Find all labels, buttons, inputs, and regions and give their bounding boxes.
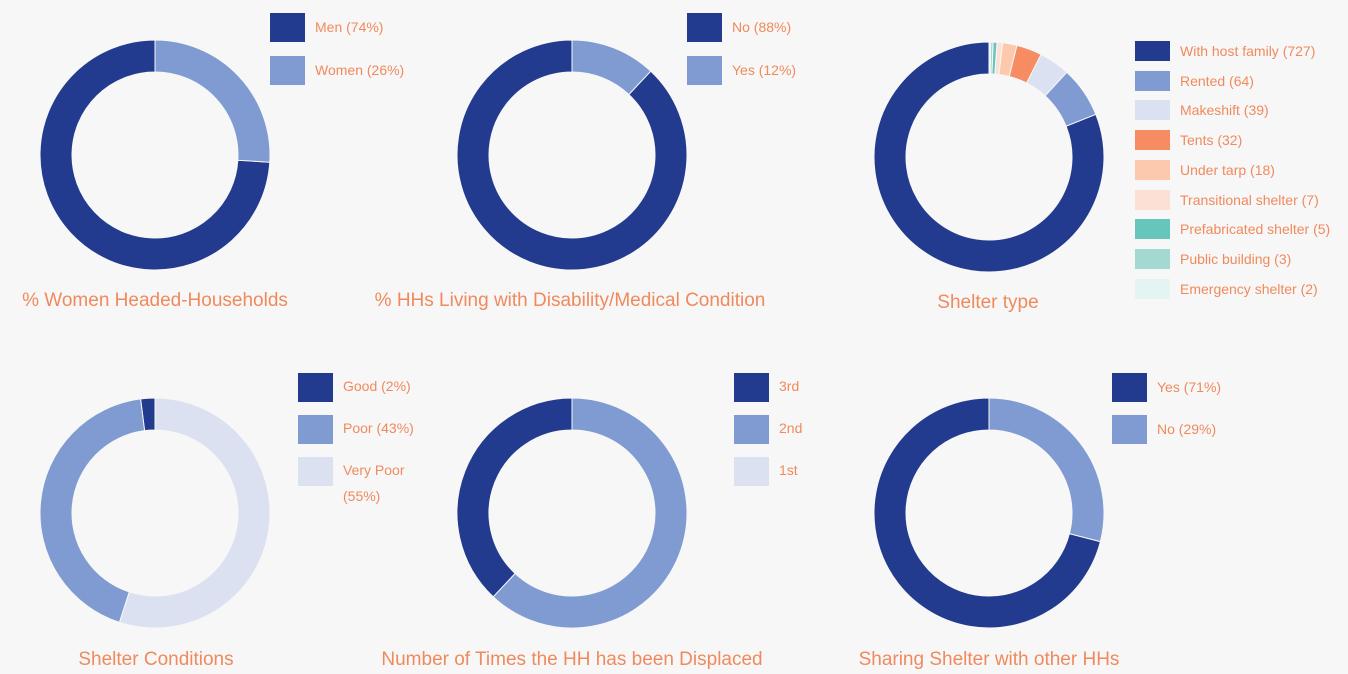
legend-entry: Transitional shelter (7) bbox=[1135, 189, 1319, 210]
legend-entry: Good (2%) bbox=[298, 373, 411, 402]
legend-swatch bbox=[1112, 415, 1147, 444]
legend-entry: Under tarp (18) bbox=[1135, 159, 1275, 180]
legend-label: Women (26%) bbox=[315, 62, 405, 78]
legend-entry: Yes (12%) bbox=[687, 56, 796, 85]
legend-label: Public building (3) bbox=[1180, 250, 1292, 267]
legend-swatch bbox=[298, 373, 333, 402]
legend-swatch bbox=[270, 56, 305, 85]
donut-slice bbox=[39, 39, 271, 271]
legend-label: Men (74%) bbox=[315, 19, 384, 35]
chart-title: Shelter type bbox=[937, 292, 1039, 313]
legend-label: Tents (32) bbox=[1180, 132, 1243, 149]
legend-swatch bbox=[298, 415, 333, 444]
donut-slice bbox=[456, 39, 688, 271]
legend-label: No (29%) bbox=[1157, 421, 1217, 437]
legend-label: Transitional shelter (7) bbox=[1180, 191, 1319, 208]
legend-swatch bbox=[1135, 130, 1170, 151]
legend-swatch bbox=[734, 457, 769, 486]
legend-swatch bbox=[1135, 189, 1170, 210]
legend-entry: Very Poor (55%) bbox=[298, 457, 428, 509]
donut-slice bbox=[873, 397, 1101, 629]
legend-entry: Prefabricated shelter (5) bbox=[1135, 219, 1331, 240]
legend-entry: Emergency shelter (2) bbox=[1135, 278, 1318, 299]
legend-label: Yes (71%) bbox=[1157, 379, 1222, 395]
legend-label: 2nd bbox=[779, 420, 803, 436]
chart-title: % Women Headed-Households bbox=[22, 290, 288, 311]
chart-title: Shelter Conditions bbox=[78, 649, 234, 670]
legend-entry: 3rd bbox=[734, 373, 799, 402]
legend-label: Prefabricated shelter (5) bbox=[1180, 221, 1331, 238]
legend-entry: Makeshift (39) bbox=[1135, 100, 1269, 121]
legend-label: Under tarp (18) bbox=[1180, 161, 1275, 178]
legend-label: Yes (12%) bbox=[732, 62, 797, 78]
legend-swatch bbox=[1135, 41, 1170, 61]
legend-entry: Yes (71%) bbox=[1112, 373, 1221, 402]
legend-label: Poor (43%) bbox=[343, 420, 414, 436]
legend-entry: With host family (727) bbox=[1135, 41, 1315, 61]
legend-swatch bbox=[1135, 219, 1170, 240]
legend-label: Very Poor (55%) bbox=[343, 462, 405, 504]
legend-entry: No (29%) bbox=[1112, 415, 1216, 444]
legend-entry: 2nd bbox=[734, 415, 802, 444]
legend-swatch bbox=[734, 415, 769, 444]
legend-entry: 1st bbox=[734, 457, 798, 486]
donut-slice bbox=[571, 39, 652, 96]
legend-entry: Rented (64) bbox=[1135, 70, 1254, 91]
legend-label: 1st bbox=[779, 462, 798, 478]
legend-swatch bbox=[687, 13, 722, 42]
legend-entry: Tents (32) bbox=[1135, 130, 1243, 151]
legend-entry: Poor (43%) bbox=[298, 415, 414, 444]
legend-label: 3rd bbox=[779, 378, 800, 394]
legend-swatch bbox=[1135, 159, 1170, 180]
chart-title: Number of Times the HH has been Displace… bbox=[381, 649, 763, 670]
legend-swatch bbox=[1112, 373, 1147, 402]
legend-swatch bbox=[1135, 100, 1170, 121]
donut-slice bbox=[988, 41, 992, 75]
legend-label: With host family (727) bbox=[1180, 43, 1316, 59]
donut-slice bbox=[118, 397, 271, 629]
chart-title: % HHs Living with Disability/Medical Con… bbox=[374, 290, 766, 311]
legend-swatch bbox=[270, 13, 305, 42]
donut-slice bbox=[873, 41, 1105, 273]
donut-slice bbox=[456, 397, 573, 598]
legend-swatch bbox=[1135, 248, 1170, 269]
legend-label: Emergency shelter (2) bbox=[1180, 280, 1318, 297]
legend-label: No (88%) bbox=[732, 19, 792, 35]
legend-swatch bbox=[687, 56, 722, 85]
legend-label: Makeshift (39) bbox=[1180, 102, 1269, 119]
donut-slice bbox=[492, 397, 688, 629]
chart-title: Sharing Shelter with other HHs bbox=[858, 649, 1120, 670]
donut-slice bbox=[988, 397, 1105, 543]
legend-label: Good (2%) bbox=[343, 378, 411, 394]
legend-swatch bbox=[734, 373, 769, 402]
donut-slice bbox=[154, 39, 271, 163]
legend-swatch bbox=[298, 457, 333, 486]
legend-swatch bbox=[1135, 70, 1170, 91]
legend-entry: Public building (3) bbox=[1135, 248, 1292, 269]
legend-entry: Women (26%) bbox=[270, 56, 404, 85]
legend-swatch bbox=[1135, 278, 1170, 299]
donut-slice bbox=[39, 398, 146, 624]
legend-label: Rented (64) bbox=[1180, 72, 1254, 89]
legend-entry: Men (74%) bbox=[270, 13, 383, 42]
legend-entry: No (88%) bbox=[687, 13, 791, 42]
